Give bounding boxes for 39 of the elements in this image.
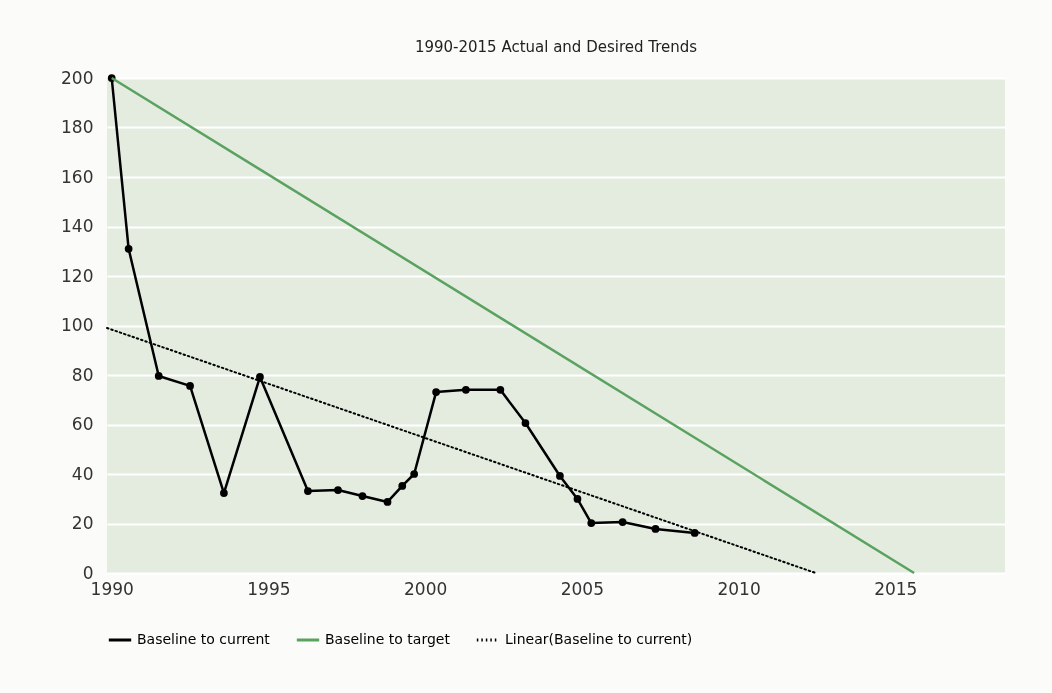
x-tick-label: 1995 bbox=[247, 578, 291, 599]
point bbox=[398, 482, 407, 490]
point bbox=[573, 495, 582, 503]
point bbox=[220, 489, 228, 497]
point bbox=[496, 385, 505, 394]
point bbox=[410, 470, 419, 478]
point bbox=[651, 525, 660, 533]
x-tick-label: 2000 bbox=[404, 578, 448, 599]
point bbox=[186, 382, 194, 390]
chart-title: 1990-2015 Actual and Desired Trends bbox=[414, 38, 698, 56]
y-tick-label: 160 bbox=[61, 166, 94, 187]
y-tick-label: 40 bbox=[71, 463, 94, 484]
y-tick-label: 140 bbox=[61, 216, 94, 236]
x-tick-label: 2005 bbox=[560, 578, 604, 599]
point bbox=[304, 487, 312, 495]
point bbox=[432, 388, 440, 396]
point bbox=[154, 372, 163, 380]
point bbox=[618, 518, 627, 526]
y-tick-label: 180 bbox=[61, 117, 94, 137]
point bbox=[358, 492, 367, 500]
point bbox=[124, 244, 133, 253]
y-tick-label: 100 bbox=[61, 315, 94, 335]
legend-label: Baseline to current bbox=[137, 631, 271, 647]
y-tick-label: 200 bbox=[61, 67, 94, 88]
point bbox=[521, 419, 530, 427]
point bbox=[556, 472, 564, 480]
legend-label: Linear(Baseline to current) bbox=[505, 631, 693, 647]
point bbox=[383, 498, 392, 506]
y-tick-label: 80 bbox=[71, 364, 94, 385]
point bbox=[334, 486, 342, 494]
y-tick-label: 20 bbox=[71, 513, 94, 533]
point bbox=[462, 385, 470, 394]
point bbox=[587, 519, 596, 527]
x-tick-label: 2010 bbox=[717, 578, 761, 599]
legend-label: Baseline to target bbox=[325, 631, 451, 647]
point bbox=[256, 373, 264, 381]
y-tick-label: 60 bbox=[71, 414, 94, 434]
y-tick-label: 120 bbox=[61, 265, 94, 286]
x-tick-label: 2015 bbox=[874, 578, 918, 599]
